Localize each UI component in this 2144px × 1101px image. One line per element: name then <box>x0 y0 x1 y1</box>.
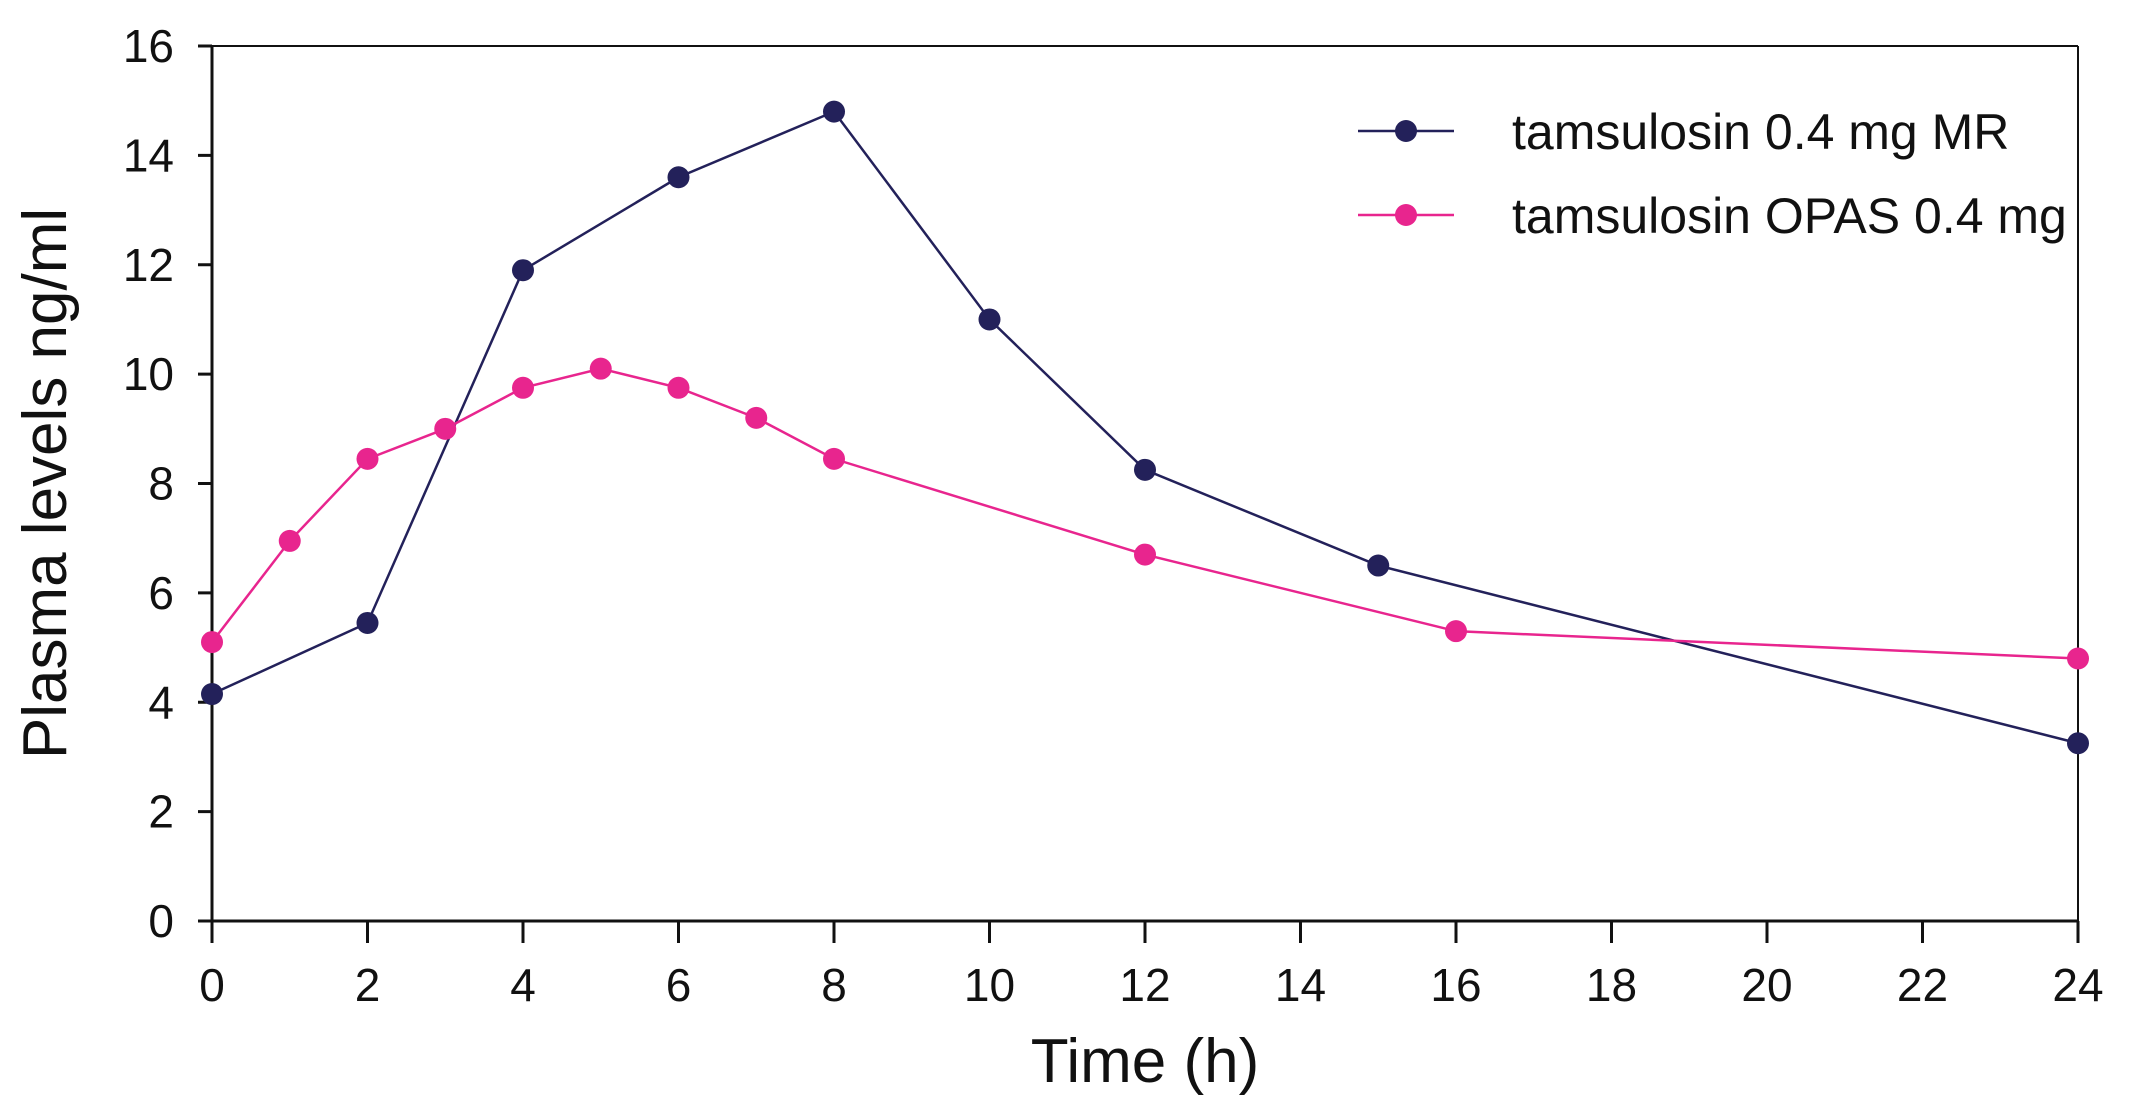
data-point <box>201 631 223 654</box>
legend-entry: tamsulosin OPAS 0.4 mg <box>1358 188 2067 244</box>
data-point <box>1367 554 1390 577</box>
y-tick-label: 10 <box>123 348 174 400</box>
data-point <box>823 100 845 123</box>
data-point <box>2067 647 2089 670</box>
series-2 <box>201 357 2089 670</box>
y-tick-label: 0 <box>148 895 174 947</box>
legend-entry: tamsulosin 0.4 mg MR <box>1358 104 2009 160</box>
x-tick-label: 16 <box>1430 959 1481 1011</box>
legend-marker <box>1395 120 1417 142</box>
x-tick-label: 18 <box>1586 959 1637 1011</box>
y-tick-label: 12 <box>123 239 174 291</box>
data-point <box>1134 458 1156 481</box>
data-point <box>356 611 379 634</box>
x-axis-title: Time (h) <box>1031 1027 1259 1096</box>
y-tick-label: 8 <box>148 458 174 510</box>
legend: tamsulosin 0.4 mg MR tamsulosin OPAS 0.4 … <box>1358 104 2067 244</box>
data-point <box>667 376 690 399</box>
data-point <box>201 683 223 706</box>
x-tick-label: 20 <box>1741 959 1792 1011</box>
data-point <box>512 376 534 399</box>
legend-label: tamsulosin OPAS 0.4 mg <box>1512 188 2067 244</box>
x-tick-label: 22 <box>1897 959 1948 1011</box>
x-tick-label: 12 <box>1119 959 1170 1011</box>
legend-marker <box>1395 204 1417 226</box>
data-point <box>823 447 845 470</box>
data-point <box>434 417 457 440</box>
data-point <box>589 357 612 380</box>
data-point <box>512 259 534 282</box>
series-line <box>211 367 2079 660</box>
data-point <box>745 406 768 429</box>
legend-label: tamsulosin 0.4 mg MR <box>1512 104 2009 160</box>
y-tick-label: 14 <box>123 129 174 181</box>
x-tick-label: 10 <box>964 959 1015 1011</box>
x-tick-label: 4 <box>510 959 536 1011</box>
data-point <box>978 308 1001 331</box>
x-tick-label: 8 <box>821 959 847 1011</box>
data-point <box>356 447 379 470</box>
x-tick-label: 2 <box>355 959 381 1011</box>
x-tick-label: 24 <box>2052 959 2103 1011</box>
y-tick-label: 2 <box>148 786 174 838</box>
x-tick-label: 6 <box>666 959 692 1011</box>
y-tick-label: 4 <box>148 676 174 728</box>
data-point <box>2067 732 2089 755</box>
x-tick-label: 0 <box>199 959 225 1011</box>
data-point <box>278 529 301 552</box>
y-tick-label: 6 <box>148 567 174 619</box>
y-tick-label: 16 <box>123 20 174 72</box>
y-axis-title: Plasma levels ng/ml <box>11 208 80 759</box>
x-tick-label: 14 <box>1275 959 1326 1011</box>
data-point <box>1445 620 1467 643</box>
data-point <box>667 166 690 189</box>
series-layer <box>201 100 2089 755</box>
data-point <box>1134 543 1156 566</box>
series-1 <box>201 100 2089 755</box>
